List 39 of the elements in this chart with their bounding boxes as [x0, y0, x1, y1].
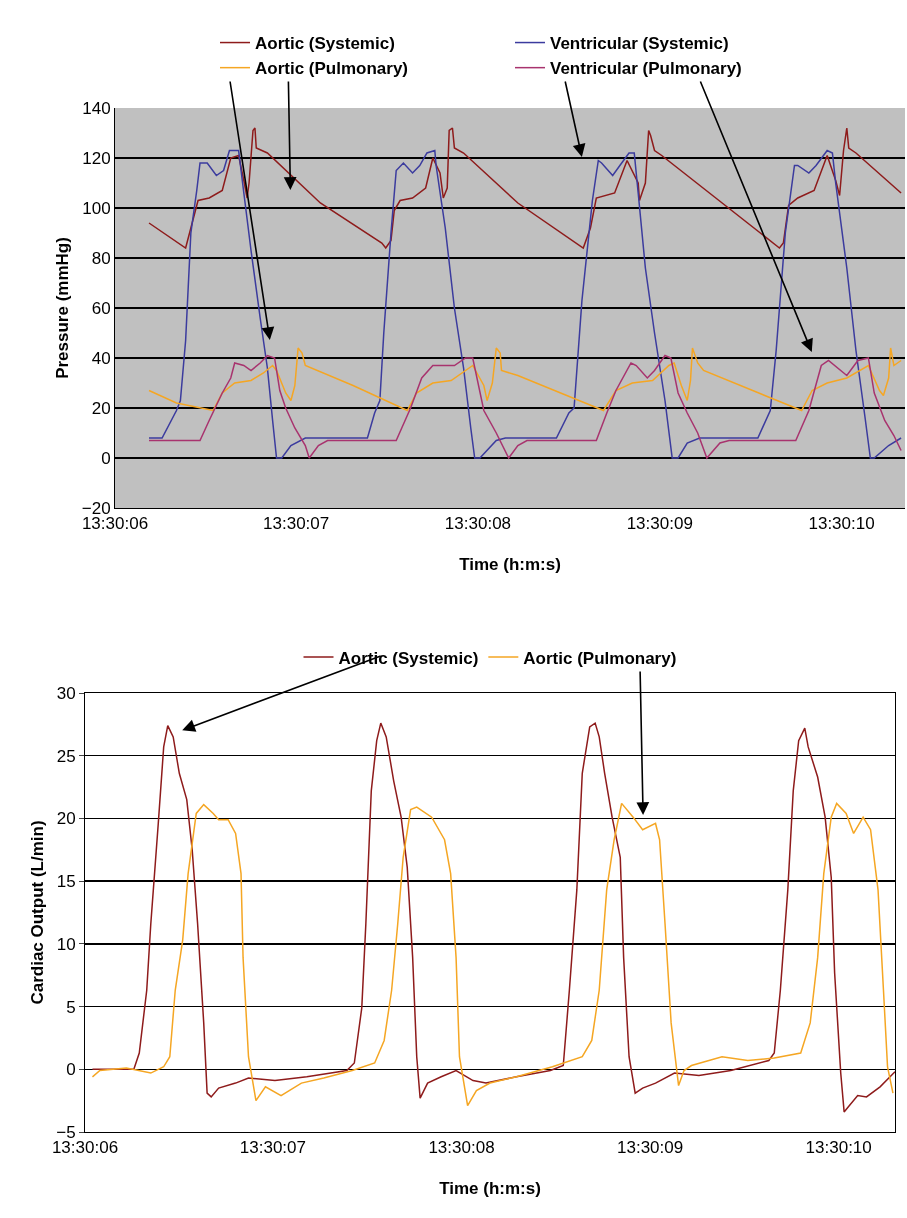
- x-axis-title: Time (h:m:s): [459, 554, 561, 574]
- x-axis-title: Time (h:m:s): [439, 1178, 541, 1198]
- x-tick-label: 13:30:09: [626, 514, 693, 534]
- y-tick-label: 5: [66, 997, 76, 1017]
- legend-label: Aortic (Pulmonary): [255, 59, 409, 79]
- x-tick-label: 13:30:07: [239, 1138, 306, 1158]
- x-tick-label: 13:30:08: [444, 514, 512, 534]
- x-tick-label: 13:30:09: [617, 1138, 684, 1158]
- x-tick-label: 13:30:10: [805, 1138, 872, 1158]
- y-tick-label: 10: [56, 934, 76, 954]
- y-tick-label: 20: [56, 809, 76, 829]
- line-series: [148, 149, 902, 459]
- legend-label: Aortic (Systemic): [255, 34, 395, 54]
- legend-label: Ventricular (Systemic): [550, 34, 729, 54]
- legend-label: Aortic (Pulmonary): [523, 648, 677, 668]
- y-axis-title: Pressure (mmHg): [53, 237, 73, 379]
- line-series: [148, 347, 902, 412]
- line-series: [91, 802, 894, 1107]
- y-axis-title: Cardiac Output (L/min): [27, 820, 47, 1005]
- x-tick-label: 13:30:10: [808, 514, 875, 534]
- x-tick-label: 13:30:08: [428, 1138, 495, 1158]
- y-tick-label: 40: [91, 348, 111, 368]
- legend-label: Aortic (Systemic): [338, 648, 479, 668]
- y-tick-label: 30: [56, 683, 76, 703]
- y-tick-label: 80: [91, 248, 111, 268]
- y-tick-label: 120: [82, 148, 111, 168]
- y-tick-label: 0: [66, 1060, 76, 1080]
- line-series: [91, 722, 895, 1113]
- y-tick-label: 15: [56, 872, 76, 892]
- y-tick-label: 60: [91, 298, 111, 318]
- y-tick-label: 25: [56, 746, 76, 766]
- y-tick-label: 140: [82, 98, 111, 118]
- y-tick-label: 100: [82, 198, 111, 218]
- y-tick-label: 0: [101, 448, 111, 468]
- x-tick-label: 13:30:07: [263, 514, 330, 534]
- line-series: [148, 127, 902, 249]
- y-tick-label: 20: [91, 398, 111, 418]
- legend-label: Ventricular (Pulmonary): [550, 59, 742, 79]
- line-series: [148, 354, 902, 459]
